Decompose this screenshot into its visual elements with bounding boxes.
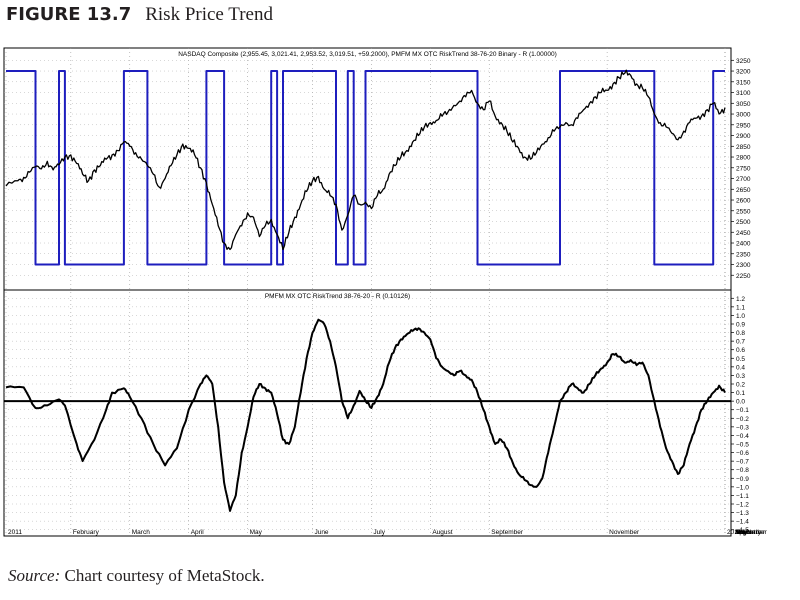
upper-y-tick-label: 2500 [736,219,751,226]
x-tick-label: March [735,529,753,536]
lower-y-tick-label: 1.2 [736,296,745,303]
x-tick-label: February [735,529,762,536]
upper-y-tick-label: 3200 [736,69,751,76]
source-note: Source: Chart courtesy of MetaStock. [8,566,265,586]
chart-frame [3,47,732,537]
source-label: Source: [8,566,61,585]
lower-y-tick-label: 0.9 [736,322,745,329]
upper-y-tick-label: 3050 [736,101,751,108]
lower-y-tick-label: −1.3 [736,510,749,517]
lower-y-tick-label: 0.1 [736,390,745,397]
x-tick-label: November [609,529,640,536]
upper-y-tick-label: 2350 [736,251,751,258]
source-text: Chart courtesy of MetaStock. [64,566,265,585]
lower-y-tick-label: −0.5 [736,442,749,449]
upper-y-tick-label: 2400 [736,241,751,248]
lower-y-tick-label: −1.0 [736,484,749,491]
lower-y-tick-label: −1.1 [736,493,749,500]
lower-y-tick-label: −1.5 [736,527,749,534]
lower-y-tick-label: −0.1 [736,407,749,414]
upper-y-tick-label: 2550 [736,208,751,215]
chart-area: 2250 2300 2350 2400 2450 2500 2550 2600 2650 2700… [3,47,768,537]
x-tick-label: September [735,529,768,536]
figure-title: Risk Price Trend [145,4,273,25]
x-tick-label: April [735,529,749,536]
upper-y-tick-label: 3250 [736,58,751,65]
x-tick-label: February [73,529,100,536]
lower-y-tick-label: −0.7 [736,459,749,466]
x-tick-label: September [491,529,524,536]
x-tick-label: 2013 [735,529,750,536]
x-tick-label: 2011 [8,529,22,536]
lower-y-tick-label: 0.7 [736,339,745,346]
upper-y-tick-label: 2600 [736,198,751,205]
lower-y-tick-label: 0.8 [736,330,745,337]
x-tick-label: May [250,529,263,536]
upper-y-tick-label: 3100 [736,90,751,97]
lower-y-tick-label: 0.6 [736,347,745,354]
lower-y-tick-label: 0.2 [736,382,745,389]
figure-label: FIGURE 13.7 [6,4,132,25]
x-tick-label: 2012 [727,529,742,536]
lower-y-tick-label: 0.3 [736,373,745,380]
x-tick-label: June [735,529,749,536]
lower-y-tick-label: 1.0 [736,313,745,320]
lower-y-tick-label: 0.5 [736,356,745,363]
upper-y-tick-label: 2450 [736,230,751,237]
lower-pane-title: PMFM MX OTC RiskTrend 38-76-20 - R (0.10… [265,293,410,300]
lower-y-tick-label: −1.4 [736,519,749,526]
upper-y-tick-label: 2900 [736,133,751,140]
lower-y-tick-label: −0.4 [736,433,749,440]
lower-y-tick-label: −0.3 [736,424,749,431]
lower-y-tick-label: −1.2 [736,502,749,509]
lower-y-tick-label: −0.9 [736,476,749,483]
x-tick-label: May [735,529,748,536]
upper-pane-title: NASDAQ Composite (2,955.45, 3,021.41, 2,… [178,51,557,58]
figure-heading: FIGURE 13.7 Risk Price Trend [6,4,273,30]
x-tick-label: August [432,529,452,536]
upper-y-tick-label: 2800 [736,155,751,162]
lower-y-tick-label: 1.1 [736,304,745,311]
lower-y-tick-label: 0.0 [736,399,745,406]
x-tick-label: November [735,529,766,536]
lower-y-tick-label: −0.2 [736,416,749,423]
upper-y-tick-label: 3150 [736,79,751,86]
x-tick-label: March [132,529,150,536]
upper-y-tick-label: 2700 [736,176,751,183]
lower-y-tick-label: −0.8 [736,467,749,474]
x-tick-label: August [735,529,755,536]
binary-risk-line [6,70,725,266]
nasdaq-price-line [5,69,726,251]
upper-y-tick-label: 2300 [736,262,751,269]
x-tick-label: June [314,529,328,536]
upper-y-tick-label: 2950 [736,122,751,129]
x-tick-label: July [373,529,385,536]
upper-y-tick-label: 2250 [736,273,751,280]
x-tick-label: April [191,529,205,536]
lower-y-tick-label: 0.4 [736,364,745,371]
upper-y-tick-label: 2750 [736,165,751,172]
risktrend-oscillator-line [5,318,726,512]
upper-y-tick-label: 2850 [736,144,751,151]
x-tick-label: July [735,529,747,536]
lower-y-tick-label: −0.6 [736,450,749,457]
upper-y-tick-label: 2650 [736,187,751,194]
upper-y-tick-label: 3000 [736,112,751,119]
